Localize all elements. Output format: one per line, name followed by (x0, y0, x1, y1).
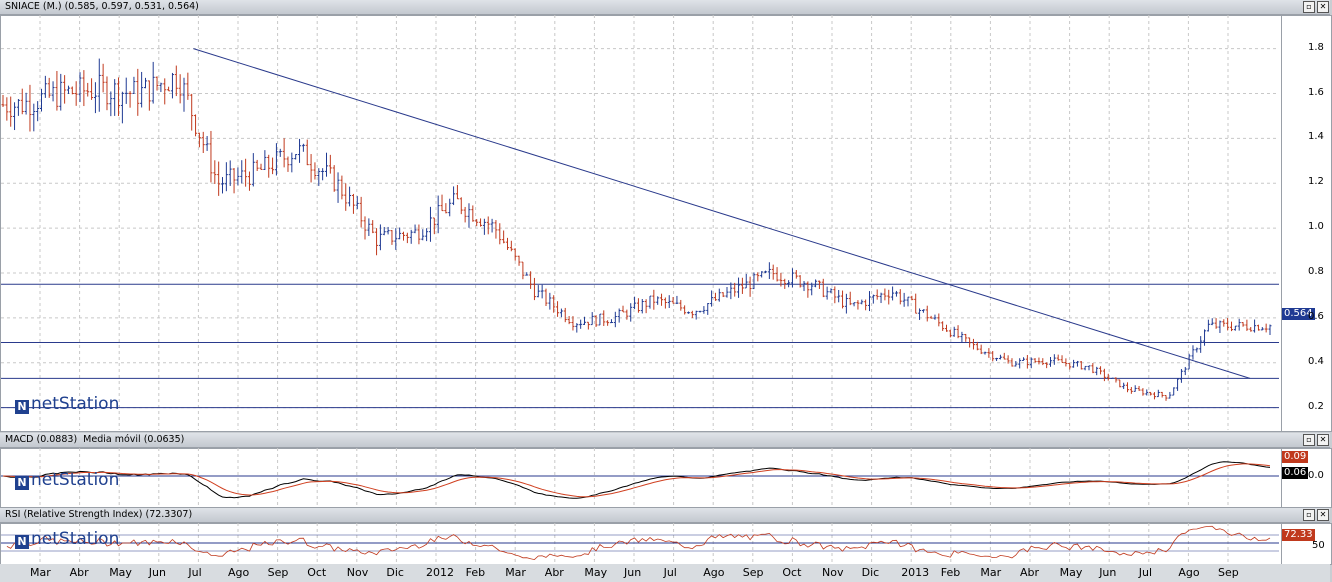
month-tick-label: Feb (465, 566, 486, 579)
time-axis (0, 564, 1330, 582)
month-tick-label: Nov (346, 566, 369, 579)
rsi-plot-area[interactable] (0, 523, 1282, 565)
month-tick-label: Jul (1138, 566, 1153, 579)
price-scale (1281, 15, 1332, 432)
price-tick-label: 0.6 (1308, 310, 1324, 322)
month-tick-label: Abr (544, 566, 564, 579)
month-tick-label: Mar (980, 566, 1002, 579)
macd-plot-area[interactable] (0, 448, 1282, 508)
signal-line (2, 463, 1271, 498)
month-tick-label: May (109, 566, 132, 579)
price-tick-label: 1.4 (1308, 131, 1324, 143)
rsi-panel-titlebar: RSI (Relative Strength Index) (72.3307) … (0, 508, 1330, 523)
month-tick-label: Dic (386, 566, 404, 579)
month-tick-label: Jul (188, 566, 202, 579)
month-tick-label: Sep (1218, 566, 1239, 579)
signal-value-tag: 0.06 (1282, 467, 1309, 479)
rsi-line (6, 525, 1271, 561)
rsi-level-label: 50 (1312, 540, 1325, 551)
minimize-icon[interactable]: ▫ (1303, 509, 1315, 521)
month-tick-label: Mar (30, 566, 51, 579)
month-tick-label: Ago (703, 566, 725, 579)
macd-panel-titlebar: MACD (0.0883) Media móvil (0.0635) ▫ ✕ (0, 433, 1330, 448)
month-tick-label: Oct (307, 566, 327, 579)
last-price-tag: 0.564 (1282, 308, 1315, 320)
month-tick-label: May (1059, 566, 1083, 579)
rsi-title: RSI (Relative Strength Index) (72.3307) (5, 509, 193, 520)
price-tick-label: 1.2 (1308, 176, 1324, 188)
macd-line (2, 461, 1271, 499)
price-panel-title: SNIACE (M.) (0.585, 0.597, 0.531, 0.564) (5, 1, 199, 12)
price-tick-label: 0.2 (1308, 400, 1324, 412)
month-tick-label: Abr (1020, 566, 1040, 579)
month-tick-label: Feb (940, 566, 961, 579)
month-tick-label: Jul (663, 566, 677, 579)
minimize-icon[interactable]: ▫ (1303, 434, 1315, 446)
month-tick-label: Jun (148, 566, 166, 579)
month-tick-label: Ago (228, 566, 250, 579)
price-tick-label: 1.8 (1308, 41, 1324, 53)
macd-zero-label: 0.0 (1308, 470, 1324, 481)
month-tick-label: Ago (1178, 566, 1200, 579)
month-tick-label: Sep (742, 566, 764, 579)
month-tick-label: Dic (861, 566, 880, 579)
macd-signal-title: Media móvil (0.0635) (83, 434, 185, 445)
month-tick-label: 2013 (901, 566, 930, 579)
macd-value-tag: 0.09 (1282, 451, 1309, 463)
trendline (193, 48, 1251, 379)
rsi-value-tag: 72.33 (1282, 529, 1315, 541)
price-panel-titlebar: SNIACE (M.) (0.585, 0.597, 0.531, 0.564)… (0, 0, 1330, 15)
price-tick-label: 1.0 (1308, 221, 1324, 233)
price-tick-label: 1.6 (1308, 86, 1324, 98)
price-tick-label: 0.8 (1308, 265, 1324, 277)
month-tick-label: May (584, 566, 608, 579)
close-icon[interactable]: ✕ (1317, 434, 1329, 446)
month-tick-label: 2012 (426, 566, 454, 579)
macd-title: MACD (0.0883) (5, 434, 78, 445)
month-tick-label: Jun (624, 566, 642, 579)
close-icon[interactable]: ✕ (1317, 509, 1329, 521)
price-tick-label: 0.4 (1308, 355, 1324, 367)
month-tick-label: Jun (1099, 566, 1117, 579)
close-icon[interactable]: ✕ (1317, 1, 1329, 13)
month-tick-label: Oct (782, 566, 802, 579)
month-tick-label: Nov (822, 566, 844, 579)
month-tick-label: Abr (69, 566, 89, 579)
month-tick-label: Mar (505, 566, 526, 579)
month-tick-label: Sep (267, 566, 289, 579)
minimize-icon[interactable]: ▫ (1303, 1, 1315, 13)
